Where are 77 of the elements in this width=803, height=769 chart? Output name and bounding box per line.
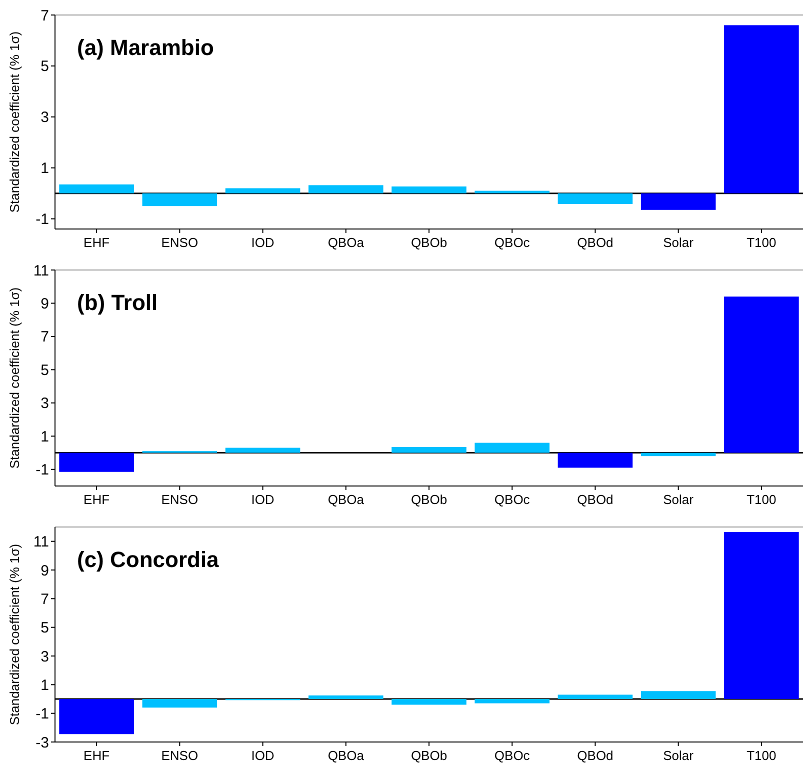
- y-axis-title: Standardized coefficient (% 1σ): [7, 287, 22, 469]
- bar: [474, 699, 550, 704]
- x-tick-label: Solar: [663, 235, 694, 250]
- y-tick-label: 11: [33, 262, 49, 280]
- y-tick-label: -1: [36, 706, 49, 723]
- y-tick-label: 3: [40, 395, 49, 412]
- y-tick-label: 5: [40, 620, 49, 637]
- y-axis-title: Standardized coefficient (% 1σ): [7, 31, 22, 213]
- bar: [142, 193, 218, 206]
- text: (a) Marambio: [77, 35, 214, 60]
- x-tick-label: Solar: [663, 748, 694, 763]
- x-tick-label: QBOa: [328, 748, 365, 763]
- y-tick-label: 9: [40, 295, 49, 312]
- y-axis-title: Standardized coefficient (% 1σ): [7, 544, 22, 726]
- x-tick-label: QBOc: [494, 492, 530, 507]
- x-tick-label: EHF: [84, 748, 110, 763]
- x-tick-label: QBOa: [328, 492, 365, 507]
- x-tick-label: IOD: [251, 492, 274, 507]
- bar: [724, 532, 799, 699]
- x-tick-label: QBOc: [494, 748, 530, 763]
- bar: [392, 699, 466, 705]
- bar: [724, 296, 799, 453]
- bar: [640, 691, 716, 699]
- bar: [225, 448, 300, 453]
- bar: [474, 190, 550, 194]
- bar: [392, 186, 466, 194]
- text: (b) Troll: [77, 290, 158, 315]
- x-tick-label: QBOd: [577, 235, 614, 250]
- y-tick-label: 9: [40, 562, 49, 580]
- x-tick-label: IOD: [251, 235, 274, 250]
- x-tick-label: EHF: [84, 235, 110, 250]
- y-tick-label: 1: [40, 676, 49, 694]
- x-tick-label: EHF: [84, 492, 110, 507]
- x-tick-label: IOD: [251, 748, 274, 763]
- x-tick-label: T100: [746, 492, 776, 507]
- y-tick-label: 5: [40, 58, 49, 76]
- x-tick-label: QBOb: [410, 748, 448, 763]
- x-tick-label: QBOc: [494, 235, 530, 250]
- bar: [308, 695, 384, 699]
- y-tick-label: -1: [36, 211, 49, 228]
- x-tick-label: ENSO: [161, 748, 198, 763]
- x-tick-label: QBOa: [328, 235, 365, 250]
- x-tick-label: T100: [746, 235, 776, 250]
- x-tick-label: QBOb: [410, 492, 448, 507]
- y-tick-label: -1: [36, 462, 49, 479]
- x-tick-label: T100: [746, 748, 776, 763]
- bar: [59, 452, 134, 472]
- y-tick-label: 1: [40, 428, 49, 446]
- y-tick-label: 3: [40, 648, 49, 666]
- y-tick-label: 1: [40, 160, 49, 178]
- x-tick-label: ENSO: [161, 235, 198, 250]
- x-tick-label: QBOd: [577, 748, 614, 763]
- bar: [59, 699, 134, 734]
- y-tick-label: 7: [40, 328, 49, 346]
- bar: [142, 699, 218, 708]
- bar: [558, 193, 633, 204]
- bar: [225, 188, 300, 194]
- x-tick-label: Solar: [663, 492, 694, 507]
- bar: [558, 694, 633, 699]
- bar: [308, 185, 384, 194]
- y-tick-label: 7: [40, 590, 49, 608]
- x-tick-label: ENSO: [161, 492, 198, 507]
- bar: [640, 193, 716, 210]
- bar: [474, 442, 550, 453]
- bar: [59, 184, 134, 194]
- x-tick-label: QBOd: [577, 492, 614, 507]
- bar: [724, 25, 799, 194]
- bar: [392, 446, 466, 453]
- y-tick-label: -3: [36, 734, 49, 752]
- y-tick-label: 5: [40, 362, 49, 379]
- bar: [558, 452, 633, 468]
- text: (c) Concordia: [77, 547, 220, 572]
- x-tick-label: QBOb: [410, 235, 448, 250]
- bar: [640, 452, 716, 456]
- y-tick-label: 11: [33, 534, 49, 551]
- y-tick-label: 7: [40, 7, 49, 24]
- y-tick-label: 3: [40, 109, 49, 126]
